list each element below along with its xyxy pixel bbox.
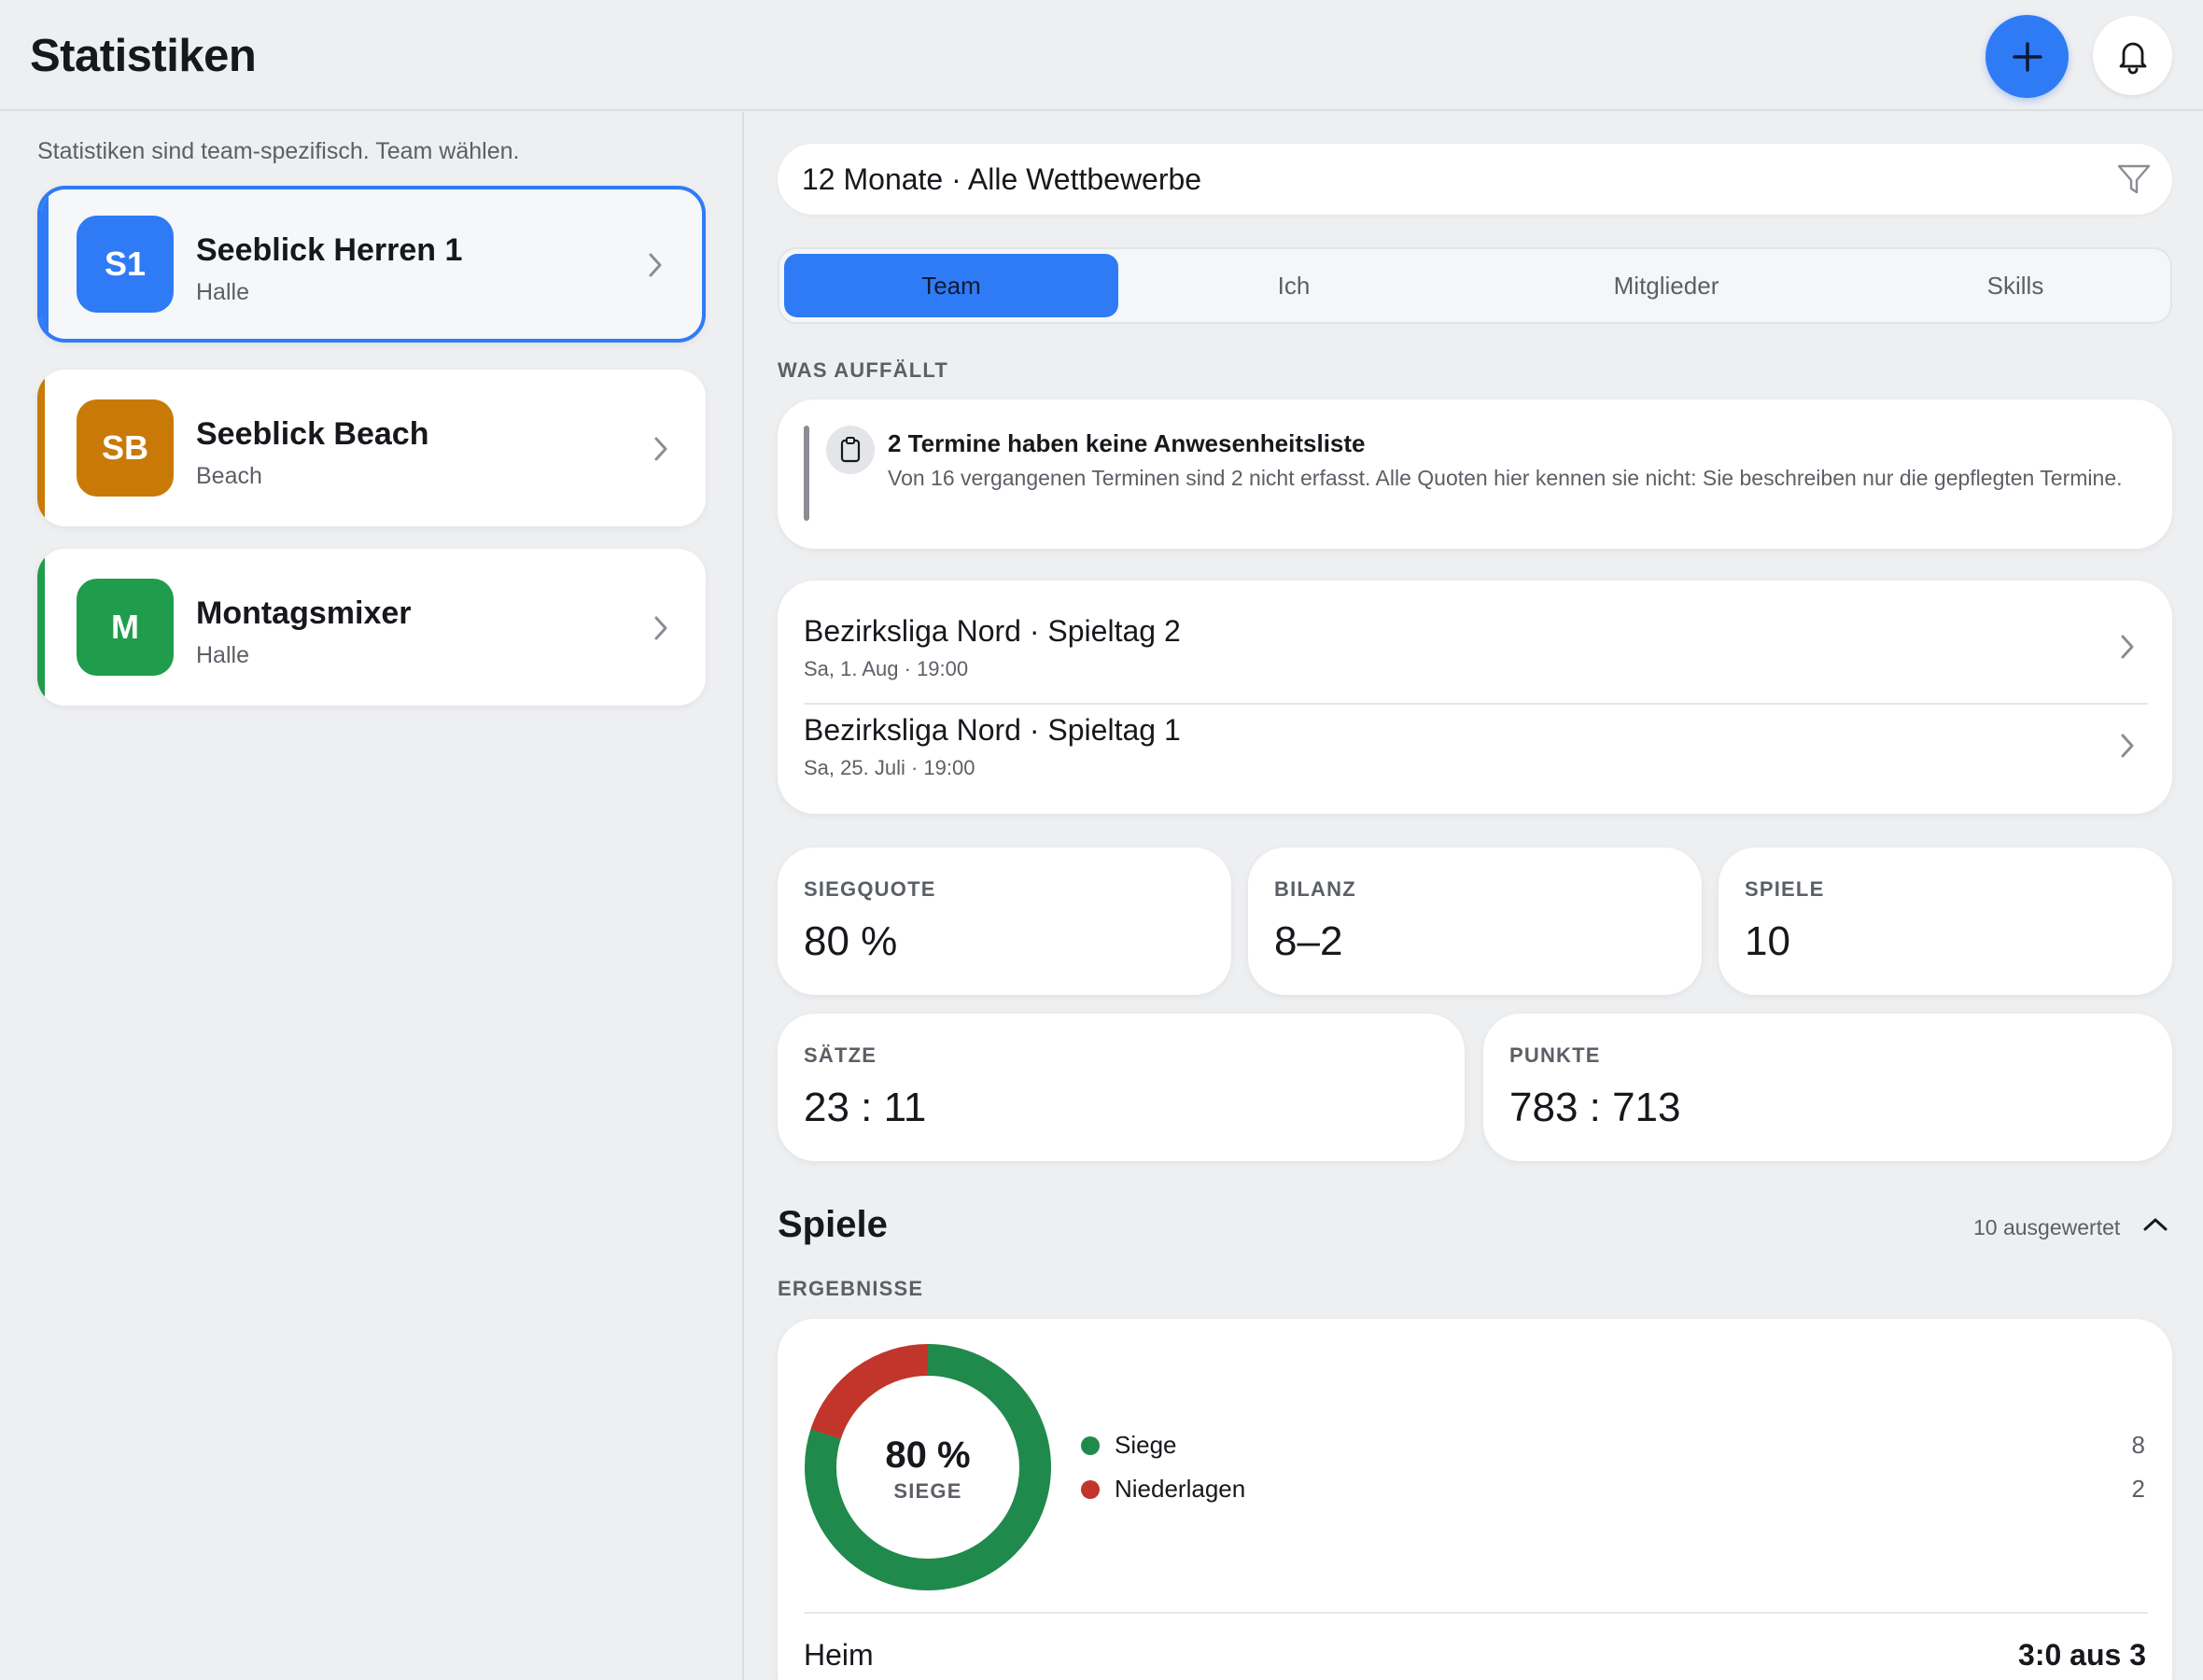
team-color-stripe (41, 189, 49, 339)
stat-punkte: PUNKTE 783 : 713 (1483, 1014, 2172, 1161)
team-picker-pane: Statistiken sind team-spezifisch. Team w… (0, 112, 744, 1680)
team-avatar: M (77, 579, 174, 676)
chevron-right-icon (654, 437, 667, 461)
event-row[interactable]: Bezirksliga Nord · Spieltag 2 Sa, 1. Aug… (804, 581, 2148, 680)
team-color-stripe (37, 370, 45, 526)
team-picker-hint: Statistiken sind team-spezifisch. Team w… (37, 138, 520, 164)
win-loss-donut (805, 1344, 1051, 1590)
stat-value: 23 : 11 (804, 1085, 927, 1130)
highlights-label: WAS AUFFÄLLT (778, 358, 949, 382)
stat-value: 80 % (804, 918, 898, 964)
chevron-right-icon (2121, 734, 2134, 758)
games-section-title: Spiele (778, 1204, 888, 1245)
stat-value: 10 (1745, 918, 1790, 964)
legend-value: 2 (2131, 1475, 2145, 1503)
stat-label: PUNKTE (1509, 1043, 1601, 1067)
bell-icon (2119, 42, 2146, 74)
legend-label: Siege (1115, 1431, 1177, 1459)
team-type: Halle (196, 279, 249, 305)
results-card: 80 % SIEGE Siege 8 Niederlagen 2 Heim 3:… (778, 1319, 2172, 1680)
team-avatar: SB (77, 399, 174, 497)
chevron-right-icon (2121, 635, 2134, 659)
clipboard-icon (840, 437, 861, 463)
stats-tabs: Team Ich Mitglieder Skills (778, 247, 2172, 324)
stat-label: SIEGQUOTE (804, 877, 936, 901)
legend-swatch (1081, 1436, 1100, 1455)
event-row[interactable]: Bezirksliga Nord · Spieltag 1 Sa, 25. Ju… (804, 679, 2148, 779)
team-card-seeblick-beach[interactable]: SB Seeblick Beach Beach (37, 370, 706, 526)
donut-caption: SIEGE (893, 1479, 962, 1503)
plus-icon (2012, 41, 2042, 72)
team-name: Seeblick Herren 1 (196, 232, 463, 268)
event-name: Bezirksliga Nord · Spieltag 1 (804, 713, 1181, 747)
chevron-right-icon (654, 616, 667, 640)
donut-percent: 80 % (885, 1435, 971, 1476)
legend-label: Niederlagen (1115, 1475, 1246, 1503)
event-date: Sa, 1. Aug · 19:00 (804, 657, 969, 680)
page-title: Statistiken (30, 31, 257, 81)
chevron-up-icon[interactable] (2141, 1215, 2169, 1234)
home-record-value: 3:0 aus 3 (2018, 1638, 2146, 1672)
notice-icon-badge (826, 426, 875, 474)
upcoming-events-list: Bezirksliga Nord · Spieltag 2 Sa, 1. Aug… (778, 581, 2172, 814)
home-record-label: Heim (804, 1638, 874, 1672)
chevron-right-icon (649, 253, 662, 277)
stat-label: BILANZ (1274, 877, 1356, 901)
legend-item-losses: Niederlagen 2 (1081, 1471, 2145, 1508)
team-name: Seeblick Beach (196, 416, 429, 452)
tab-skills[interactable]: Skills (1986, 271, 2044, 300)
app-header: Statistiken (0, 0, 2203, 111)
attendance-notice: 2 Termine haben keine Anwesenheitsliste … (778, 399, 2172, 549)
notice-title: 2 Termine haben keine Anwesenheitsliste (888, 429, 1366, 457)
stat-label: SPIELE (1745, 877, 1825, 901)
event-name: Bezirksliga Nord · Spieltag 2 (804, 614, 1181, 648)
team-type: Halle (196, 642, 249, 668)
donut-segment-losses (805, 1344, 1051, 1590)
filter-summary: 12 Monate · Alle Wettbewerbe (802, 162, 1202, 196)
team-card-montagsmixer[interactable]: M Montagsmixer Halle (37, 549, 706, 706)
stat-value: 8–2 (1274, 918, 1343, 964)
team-color-stripe (37, 549, 45, 706)
stat-value: 783 : 713 (1509, 1085, 1681, 1130)
results-label: ERGEBNISSE (778, 1277, 924, 1300)
team-avatar: S1 (77, 216, 174, 313)
event-divider (804, 703, 2148, 705)
filter-icon[interactable] (2116, 162, 2152, 196)
team-card-seeblick-herren-1[interactable]: S1 Seeblick Herren 1 Halle (37, 186, 706, 343)
legend-swatch (1081, 1480, 1100, 1499)
tab-ich[interactable]: Ich (1277, 271, 1311, 300)
add-button[interactable] (1986, 15, 2069, 98)
stat-label: SÄTZE (804, 1043, 877, 1067)
filter-bar[interactable]: 12 Monate · Alle Wettbewerbe (778, 144, 2172, 215)
notifications-button[interactable] (2093, 16, 2172, 95)
results-divider (804, 1612, 2148, 1614)
stat-siegquote: SIEGQUOTE 80 % (778, 847, 1231, 995)
legend-item-wins: Siege 8 (1081, 1427, 2145, 1464)
tab-team[interactable]: Team (784, 254, 1118, 317)
games-evaluated-count: 10 ausgewertet (1973, 1215, 2121, 1239)
notice-text: Von 16 vergangenen Terminen sind 2 nicht… (888, 466, 2123, 490)
stat-bilanz: BILANZ 8–2 (1248, 847, 1702, 995)
legend-value: 8 (2131, 1431, 2145, 1459)
stat-saetze: SÄTZE 23 : 11 (778, 1014, 1465, 1161)
team-type: Beach (196, 463, 262, 489)
team-name: Montagsmixer (196, 595, 412, 631)
stat-spiele: SPIELE 10 (1719, 847, 2172, 995)
event-date: Sa, 25. Juli · 19:00 (804, 756, 975, 779)
notice-accent-bar (804, 426, 809, 521)
tab-mitglieder[interactable]: Mitglieder (1613, 271, 1719, 300)
